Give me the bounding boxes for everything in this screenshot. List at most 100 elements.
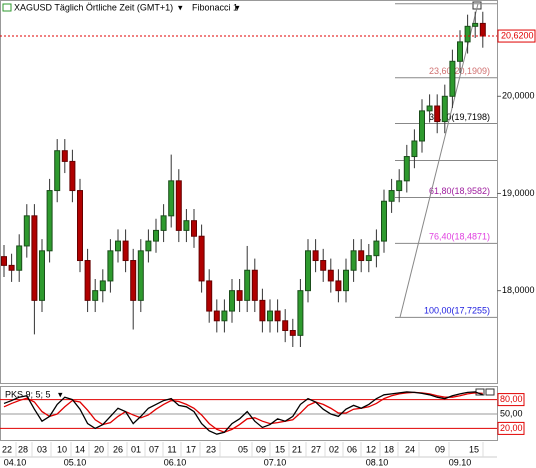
- candle-body: [84, 260, 91, 301]
- candle-body: [320, 260, 327, 271]
- candle-body: [54, 150, 61, 192]
- x-tick-label: 02: [329, 444, 339, 454]
- candle-body: [8, 264, 15, 271]
- dropdown-arrow[interactable]: ▾: [178, 2, 183, 12]
- dropdown-arrow[interactable]: ▾: [235, 2, 240, 12]
- candle-body: [16, 245, 23, 271]
- x-tick-label: 09: [256, 444, 266, 454]
- x-tick-label: 15: [275, 444, 285, 454]
- oscillator-level-label: 80,00: [500, 394, 523, 404]
- candle-body: [441, 95, 448, 123]
- candle-body: [46, 190, 53, 252]
- candle-body: [198, 235, 205, 282]
- candle-body: [107, 250, 114, 282]
- fib-label: 61,80(18,9582): [429, 186, 490, 196]
- level-box: [497, 393, 525, 407]
- month-label: 05.10: [64, 457, 87, 467]
- candle-body: [312, 250, 319, 262]
- candle-body: [69, 160, 76, 192]
- candle-body: [206, 280, 213, 312]
- candle-body: [168, 180, 175, 217]
- candle-body: [449, 60, 456, 97]
- candle-body: [381, 200, 387, 242]
- candle-body: [373, 240, 380, 257]
- x-tick-label: 05: [238, 444, 248, 454]
- dropdown-arrow[interactable]: ▾: [58, 389, 63, 399]
- y-tick-label: 20,0000: [502, 91, 535, 101]
- x-tick-label: 24: [405, 444, 415, 454]
- x-tick-label: 18: [384, 444, 394, 454]
- oscillator-line: [3, 391, 484, 435]
- fib-label: 38,20(19,7198): [429, 112, 490, 122]
- price-panel: [0, 0, 498, 384]
- x-tick-label: 27: [311, 444, 321, 454]
- x-tick-label: 12: [366, 444, 376, 454]
- candle-body: [365, 255, 372, 262]
- candle-body: [297, 290, 304, 336]
- month-label: 06.10: [164, 457, 187, 467]
- candle-body: [130, 260, 137, 301]
- oscillator-line: [3, 391, 483, 433]
- candle-body: [183, 220, 190, 231]
- candle-body: [472, 22, 479, 27]
- x-tick-label: 21: [292, 444, 302, 454]
- month-label: 08.10: [366, 457, 389, 467]
- candle-body: [479, 22, 486, 37]
- candle-body: [160, 215, 167, 231]
- candle-body: [229, 290, 235, 312]
- candle-body: [39, 250, 45, 301]
- window-button[interactable]: [485, 388, 495, 396]
- x-tick-label: 07: [149, 444, 159, 454]
- candle-body: [153, 229, 159, 242]
- chart-title: XAGUSD Täglich Örtliche Zeit (GMT+1): [14, 2, 173, 12]
- candle-body: [1, 256, 7, 266]
- candle-body: [327, 269, 334, 282]
- x-tick-label: 28: [18, 444, 28, 454]
- candle-body: [115, 240, 121, 252]
- candle-body: [122, 240, 129, 262]
- candle-body: [457, 41, 463, 62]
- candle-body: [274, 310, 281, 322]
- x-tick-label: 06: [347, 444, 357, 454]
- candle-body: [61, 150, 68, 162]
- candle-body: [388, 190, 395, 202]
- fib-label: 23,60(20,1909): [429, 66, 490, 76]
- candle-body: [396, 180, 403, 192]
- candle-body: [191, 220, 197, 237]
- fib-label: 76,40(18,4871): [429, 232, 490, 242]
- x-tick-label: 14: [75, 444, 85, 454]
- drawing-name[interactable]: Fibonacci 1: [192, 2, 238, 12]
- y-tick-label: 18,0000: [502, 285, 535, 295]
- candle-body: [411, 140, 418, 158]
- candle-body: [358, 250, 365, 262]
- candle-body: [419, 110, 425, 142]
- candle-body: [213, 310, 220, 322]
- x-tick-label: 01: [131, 444, 141, 454]
- candle-body: [267, 310, 273, 322]
- candle-body: [175, 180, 182, 231]
- x-tick-label: 15: [469, 444, 479, 454]
- oscillator-level-label: 20,00: [500, 423, 523, 433]
- candle-body: [403, 156, 410, 182]
- candle-body: [282, 320, 289, 331]
- fib-trend: [399, 3, 479, 318]
- month-label: 07.10: [264, 457, 287, 467]
- candle-body: [145, 240, 152, 252]
- candle-body: [31, 215, 38, 301]
- candle-body: [350, 250, 357, 271]
- last-price-label: 20,6200: [501, 30, 534, 40]
- candle-body: [137, 250, 144, 301]
- candle-body: [77, 190, 83, 262]
- candle-body: [434, 105, 441, 123]
- candle-body: [289, 329, 296, 336]
- symbol-icon[interactable]: [2, 3, 12, 12]
- fib-label: 100,00(17,7255): [424, 306, 490, 316]
- x-tick-label: 20: [94, 444, 104, 454]
- last-price-box: [497, 29, 536, 43]
- x-tick-label: 03: [37, 444, 47, 454]
- candle-body: [343, 269, 349, 292]
- y-tick-label: 19,0000: [502, 188, 535, 198]
- candle-body: [92, 290, 99, 301]
- candle-body: [221, 310, 228, 322]
